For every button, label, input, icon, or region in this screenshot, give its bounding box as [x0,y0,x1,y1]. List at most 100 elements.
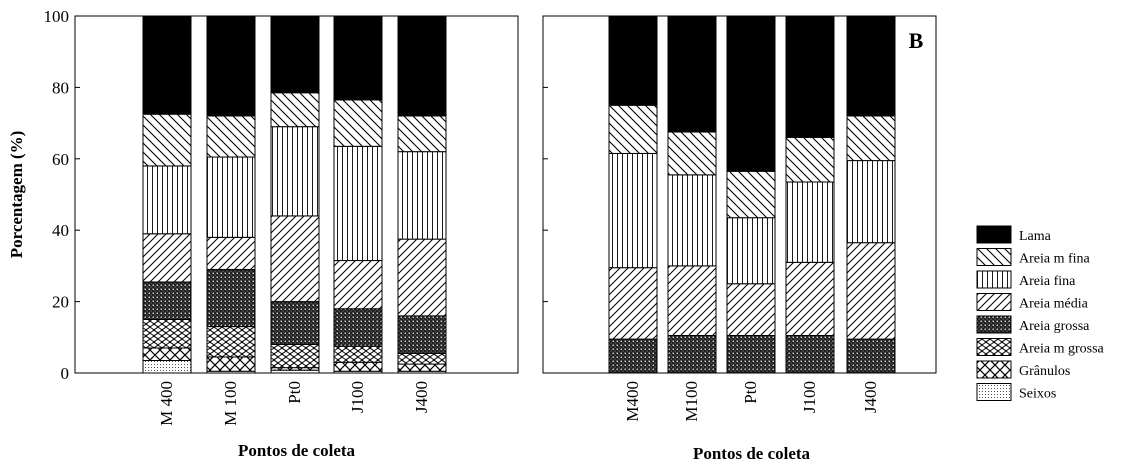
bar-segment-0-3-3 [333,308,383,347]
bar-segment-0-1-5 [206,156,256,238]
bar-segment-1-0-3 [608,338,658,374]
plot-frame-0 [74,15,519,374]
x-tick-label-0-3: J100 [348,381,367,413]
bar-stack-1-2 [726,15,776,374]
bar-stack-1-0 [608,15,658,374]
bar-segment-1-4-7 [846,15,896,117]
bar-segment-1-4-5 [846,160,896,244]
y-tick-label-0-0: 0 [61,364,70,383]
x-tick-label-0-4: J400 [412,381,431,413]
bar-segment-0-3-6 [333,99,383,147]
bar-segment-1-4-6 [846,115,896,162]
bar-segment-0-2-4 [270,215,320,303]
bar-segment-0-0-0 [142,360,192,374]
y-tick-label-0-4: 80 [52,78,69,97]
legend-swatch-2 [976,270,1012,289]
bar-stack-1-3 [785,15,835,374]
legend-swatch-7 [976,383,1012,401]
bar-segment-0-3-2 [333,345,383,363]
bar-segment-1-0-7 [608,15,658,106]
bar-segment-0-4-7 [397,15,447,117]
panel-label-1: B [909,28,924,53]
bar-segment-1-4-3 [846,338,896,374]
y-tick-label-0-5: 100 [44,7,70,26]
x-tick-label-1-0: M400 [623,381,642,422]
bar-stack-0-0 [142,15,192,374]
legend-label-3: Areia média [1019,297,1089,312]
bar-segment-0-4-2 [397,352,447,365]
y-tick-label-0-3: 60 [52,150,69,169]
x-tick-label-1-2: Pt0 [741,381,760,404]
bar-stack-1-1 [667,15,717,374]
bar-segment-1-2-7 [726,15,776,172]
x-axis-title-0: Pontos de coleta [238,441,356,460]
y-tick-label-0-1: 20 [52,293,69,312]
bar-segment-0-3-5 [333,145,383,262]
plot-frame-1 [542,15,937,374]
x-tick-label-0-1: M 100 [221,381,240,426]
bar-segment-0-1-2 [206,326,256,358]
bar-segment-1-3-4 [785,261,835,337]
bar-stack-0-2 [270,15,320,374]
bar-segment-1-2-3 [726,335,776,374]
legend-label-6: Grânulos [1019,364,1070,379]
legend-label-0: Lama [1019,229,1052,244]
bar-segment-0-0-3 [142,281,192,320]
bar-segment-1-3-5 [785,181,835,263]
bar-segment-1-2-6 [726,170,776,219]
y-axis-title-0: Porcentagem (%) [7,131,26,259]
x-tick-label-1-4: J400 [861,381,880,413]
legend-label-7: Seixos [1019,387,1056,402]
bar-segment-0-0-4 [142,233,192,283]
bar-segment-1-3-3 [785,335,835,374]
bar-segment-1-2-5 [726,217,776,285]
x-tick-label-1-1: M100 [682,381,701,422]
legend-swatch-4 [976,315,1012,334]
legend-swatch-1 [976,248,1012,266]
bar-segment-1-3-7 [785,15,835,138]
bar-segment-1-1-6 [667,131,717,176]
x-tick-label-0-0: M 400 [157,381,176,426]
bar-segment-1-0-6 [608,104,658,154]
x-axis-title-1: Pontos de coleta [693,444,811,463]
bar-segment-0-0-6 [142,113,192,167]
legend-swatch-3 [976,293,1012,311]
bar-segment-0-2-6 [270,92,320,128]
bar-segment-0-0-2 [142,318,192,349]
legend-swatch-5 [976,338,1012,356]
panel-b: M400 M100 Pt0 J100 J400 Pontos de coleta B [542,15,937,463]
bar-stack-0-1 [206,15,256,374]
legend-label-2: Areia fina [1019,274,1076,289]
bar-segment-0-4-6 [397,115,447,153]
bar-segment-0-4-4 [397,238,447,317]
bar-segment-1-0-5 [608,152,658,269]
bar-segment-0-0-7 [142,15,192,115]
bar-segment-1-0-4 [608,267,658,340]
bar-segment-0-3-4 [333,260,383,310]
legend-label-1: Areia m fina [1019,252,1091,267]
bar-segment-1-4-4 [846,242,896,340]
bar-segment-0-1-3 [206,268,256,328]
y-tick-label-0-2: 40 [52,221,69,240]
x-tick-label-0-2: Pt0 [285,381,304,404]
legend-label-5: Areia m grossa [1019,342,1105,357]
bar-segment-1-1-5 [667,174,717,267]
bar-segment-0-3-1 [333,361,383,372]
legend-label-4: Areia grossa [1019,319,1090,334]
bar-segment-0-2-7 [270,15,320,94]
bar-segment-0-0-5 [142,165,192,235]
bar-segment-0-2-5 [270,126,320,217]
bar-segment-1-1-3 [667,335,717,374]
bar-segment-0-2-3 [270,301,320,345]
bar-segment-0-1-7 [206,15,256,117]
bar-segment-0-4-1 [397,363,447,372]
x-tick-label-1-3: J100 [800,381,819,413]
bar-segment-1-1-7 [667,15,717,133]
bar-segment-0-1-6 [206,115,256,158]
bar-stack-0-4 [397,15,447,374]
bar-stack-1-4 [846,15,896,374]
panel-a: 0 20 40 60 80 100 M 400 M 100 Pt0 J100 J400 Pontos … [7,7,519,460]
bar-segment-1-3-6 [785,136,835,183]
